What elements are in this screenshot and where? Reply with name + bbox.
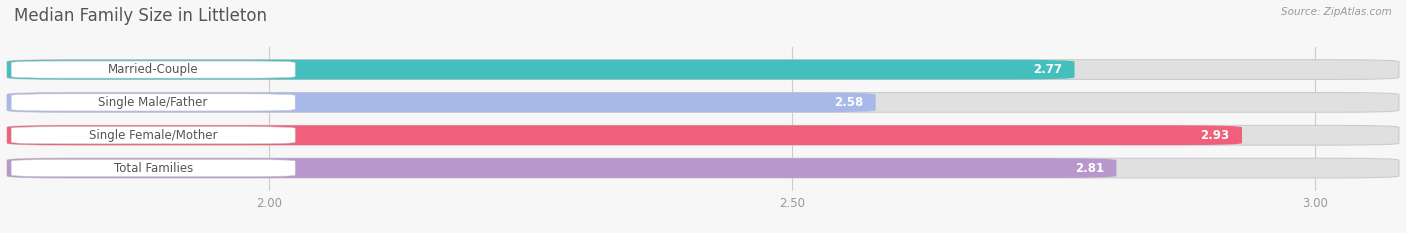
- Text: 2.58: 2.58: [834, 96, 863, 109]
- Text: Source: ZipAtlas.com: Source: ZipAtlas.com: [1281, 7, 1392, 17]
- FancyBboxPatch shape: [7, 125, 1399, 145]
- FancyBboxPatch shape: [7, 125, 1241, 145]
- Text: Single Female/Mother: Single Female/Mother: [89, 129, 218, 142]
- FancyBboxPatch shape: [7, 93, 876, 112]
- FancyBboxPatch shape: [7, 158, 1116, 178]
- Text: 2.77: 2.77: [1033, 63, 1062, 76]
- FancyBboxPatch shape: [11, 94, 295, 111]
- FancyBboxPatch shape: [7, 60, 1399, 79]
- FancyBboxPatch shape: [11, 160, 295, 177]
- FancyBboxPatch shape: [11, 127, 295, 144]
- Text: Median Family Size in Littleton: Median Family Size in Littleton: [14, 7, 267, 25]
- FancyBboxPatch shape: [7, 93, 1399, 112]
- Text: Single Male/Father: Single Male/Father: [98, 96, 208, 109]
- FancyBboxPatch shape: [7, 60, 1074, 79]
- Text: 2.93: 2.93: [1201, 129, 1229, 142]
- Text: Married-Couple: Married-Couple: [108, 63, 198, 76]
- FancyBboxPatch shape: [7, 158, 1399, 178]
- Text: Total Families: Total Families: [114, 161, 193, 175]
- FancyBboxPatch shape: [11, 61, 295, 78]
- Text: 2.81: 2.81: [1074, 161, 1104, 175]
